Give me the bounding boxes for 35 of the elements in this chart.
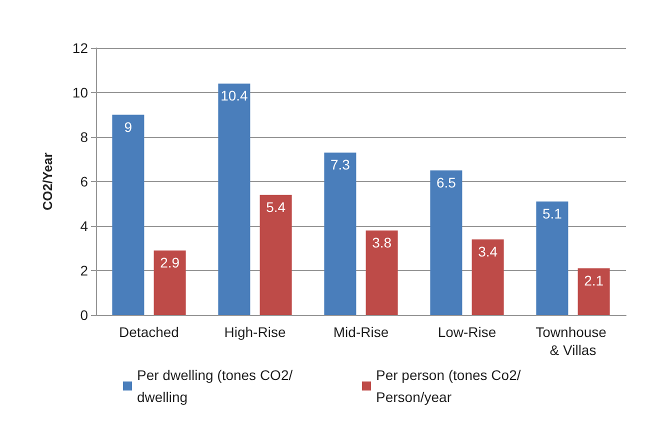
data-label: 10.4 bbox=[220, 88, 248, 104]
y-tick-label: 6 bbox=[80, 174, 88, 190]
data-label: 3.4 bbox=[478, 243, 498, 260]
y-tick-label: 4 bbox=[80, 218, 88, 234]
bar bbox=[324, 152, 356, 315]
bar bbox=[154, 250, 186, 315]
x-tick-label: High-Rise bbox=[224, 324, 286, 340]
bar bbox=[366, 230, 398, 315]
x-tick-label: Townhouse & Villas bbox=[536, 324, 610, 358]
y-axis-title: CO2/Year bbox=[40, 152, 55, 210]
data-label: 9 bbox=[124, 118, 132, 135]
x-tick-label: Detached bbox=[119, 324, 179, 340]
bar bbox=[430, 170, 462, 315]
y-tick-label: 12 bbox=[72, 40, 88, 56]
data-label: 7.3 bbox=[330, 156, 350, 173]
legend-label: Per dwelling (tones CO2/dwelling bbox=[137, 367, 293, 405]
bar bbox=[112, 114, 144, 315]
data-label: 5.1 bbox=[542, 206, 562, 222]
data-label: 2.9 bbox=[160, 254, 180, 270]
data-label: 5.4 bbox=[266, 198, 286, 215]
y-tick-label: 10 bbox=[72, 84, 88, 100]
bar bbox=[260, 194, 292, 315]
x-tick-label: Mid-Rise bbox=[333, 324, 389, 340]
y-tick-label: 8 bbox=[80, 129, 88, 145]
bar bbox=[218, 84, 250, 315]
legend-label: Per person (tones Co2/Person/year bbox=[376, 367, 521, 405]
bar bbox=[536, 202, 568, 315]
x-tick-label: Low-Rise bbox=[438, 324, 496, 340]
y-tick-label: 2 bbox=[80, 262, 88, 278]
data-label: 6.5 bbox=[436, 174, 456, 190]
bar bbox=[472, 239, 504, 315]
data-label: 2.1 bbox=[584, 272, 604, 288]
y-tick-label: 0 bbox=[80, 307, 88, 323]
data-label: 3.8 bbox=[372, 234, 392, 250]
bar bbox=[578, 268, 610, 315]
